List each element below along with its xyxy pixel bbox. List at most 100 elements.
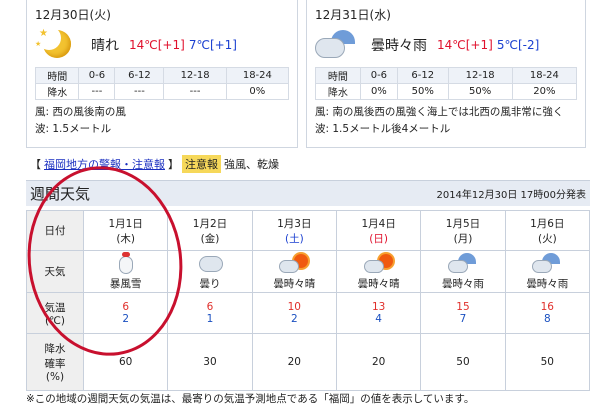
low-temp: 7℃: [188, 38, 210, 52]
hour-cell: 18-24: [225, 67, 290, 84]
low-temp: 2: [122, 313, 129, 325]
day-date-cell: 1月4日 (日): [335, 210, 422, 251]
wind-text: 風: 南の風後西の風強く海上では北西の風非常に強く: [315, 106, 564, 118]
day-date: 1月5日: [445, 217, 481, 230]
day-weather-cell: 曇時々晴: [251, 250, 337, 293]
high-diff: [+1]: [157, 38, 185, 52]
wind-text: 風: 西の風後南の風: [35, 106, 126, 118]
low-temp: 7: [459, 313, 467, 325]
precip-label: 降水: [315, 83, 361, 100]
bracket: 】: [168, 158, 179, 171]
day-date-cell: 1月6日 (火): [504, 210, 591, 251]
day-date: 1月1日: [108, 217, 143, 230]
warning-link[interactable]: 福岡地方の警報・注意報: [44, 158, 165, 171]
day-temp-cell: 13 4: [335, 292, 422, 334]
cloud-rain-icon: [447, 252, 478, 274]
low-temp: 1: [206, 313, 214, 325]
low-temp: 2: [290, 313, 298, 325]
day-of-week: (火): [537, 232, 557, 245]
day-of-week: (月): [453, 232, 473, 245]
pop-cell: 20: [335, 333, 422, 391]
precip-cell: ---: [78, 83, 116, 100]
high-temp: 14℃: [129, 38, 158, 52]
low-diff: [+1]: [209, 38, 237, 52]
day-date: 1月3日: [277, 217, 312, 230]
precip-table: 時間 0-6 6-12 12-18 18-24 降水 0% 50% 50% 20%: [315, 67, 578, 100]
high-temp: 6: [122, 301, 129, 313]
weekly-table: 日付 1月1日 (木) 1月2日 (金) 1月3日 (土) 1月4日 (日) 1月5日 (月) 1月6…: [26, 210, 591, 391]
day-date: 1月4日: [361, 217, 396, 230]
hour-cell: 12-18: [447, 67, 513, 84]
precip-cell: 20%: [511, 83, 578, 100]
day-of-week: (木): [116, 232, 136, 245]
low-diff: [-2]: [517, 38, 540, 52]
low-temp: 4: [375, 313, 382, 325]
low-temp: 8: [543, 313, 551, 325]
day-weather-cell: 曇時々晴: [335, 250, 422, 293]
pop-cell: 30: [167, 333, 253, 391]
date-label: 日付: [26, 210, 84, 251]
high-temp: 14℃: [437, 38, 466, 52]
weather-text: 曇時々雨: [371, 38, 427, 54]
low-temp: 5℃: [496, 38, 518, 52]
cloudy-icon: [195, 252, 225, 274]
high-diff: [+1]: [465, 38, 493, 52]
issued-time: 2014年12月30日 17時00分発表: [436, 190, 586, 201]
hours-label: 時間: [315, 67, 361, 84]
high-temp: 16: [540, 301, 554, 313]
day-of-week: (金): [200, 232, 220, 245]
hour-cell: 0-6: [78, 67, 116, 84]
pop-cell: 20: [251, 333, 337, 391]
day-temp-cell: 16 8: [504, 292, 591, 334]
day-weather-cell: 曇り: [167, 250, 253, 293]
cloud-sun-icon: [363, 252, 394, 274]
weather-text: 曇時々晴: [273, 278, 316, 290]
warning-line: 【福岡地方の警報・注意報】 注意報 強風、乾燥: [30, 155, 279, 173]
day-date-cell: 1月3日 (土): [251, 210, 337, 251]
day-weather-cell: 暴風雪: [82, 250, 169, 293]
day-date-cell: 1月5日 (月): [420, 210, 506, 251]
day-temp-cell: 15 7: [420, 292, 506, 334]
hour-cell: 6-12: [114, 67, 165, 84]
weather-label: 天気: [26, 250, 84, 293]
tomorrow-panel: 12月31日(水) 曇時々雨 14℃ [+1] 5℃ [-2] 時間 0-6 6-12 1…: [306, 0, 586, 148]
bracket: 【: [30, 158, 41, 171]
high-temp: 10: [287, 301, 301, 313]
day-of-week: (日): [369, 232, 388, 245]
day-weather-cell: 曇時々雨: [420, 250, 506, 293]
advisory-badge: 注意報: [182, 155, 221, 173]
precip-cell: ---: [163, 83, 227, 100]
hour-cell: 12-18: [163, 67, 227, 84]
weekly-header: 週間天気 2014年12月30日 17時00分発表: [26, 180, 590, 206]
weather-text: 暴風雪: [109, 278, 142, 290]
wave-text: 波: 1.5メートル: [35, 123, 112, 135]
high-temp: 15: [456, 301, 470, 313]
high-temp: 6: [206, 301, 214, 313]
pop-cell: 50: [420, 333, 506, 391]
moon-clear-icon: ★ ★: [35, 26, 79, 62]
weather-text: 曇時々雨: [526, 278, 569, 290]
day-date: 12月30日(火): [35, 8, 111, 22]
precip-table: 時間 0-6 6-12 12-18 18-24 降水 --- --- --- 0%: [34, 67, 290, 100]
precip-cell: 50%: [396, 83, 449, 100]
day-date: 1月6日: [530, 217, 565, 230]
precip-cell: 0%: [225, 83, 290, 100]
day-of-week: (土): [284, 232, 304, 245]
precip-cell: ---: [114, 83, 165, 100]
day-date-cell: 1月1日 (木): [82, 210, 169, 251]
day-weather-cell: 曇時々雨: [504, 250, 591, 293]
weekly-title: 週間天気: [30, 185, 91, 203]
temp-label: 気温 (℃): [26, 292, 84, 334]
hour-cell: 6-12: [396, 67, 449, 84]
day-date: 1月2日: [192, 217, 228, 230]
wave-text: 波: 1.5メートル後4メートル: [315, 123, 451, 135]
weather-text: 曇り: [199, 278, 221, 290]
pop-label: 降水 確率 (%): [26, 333, 84, 391]
hour-cell: 0-6: [359, 67, 398, 84]
day-temp-cell: 10 2: [251, 292, 337, 334]
pop-cell: 50: [504, 333, 591, 391]
day-date-cell: 1月2日 (金): [167, 210, 253, 251]
precip-cell: 0%: [359, 83, 398, 100]
cloud-rain-icon: [532, 252, 562, 274]
